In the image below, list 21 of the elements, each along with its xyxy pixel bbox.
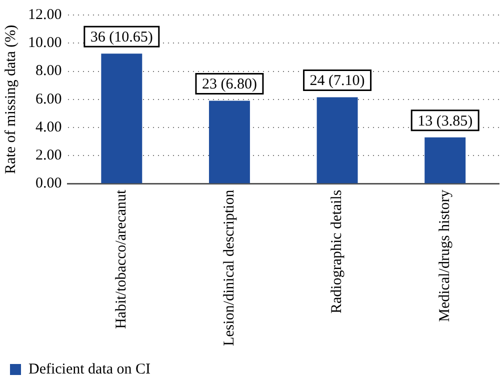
bar [424, 137, 466, 184]
x-tick-label: Habit/tobacco/arecanut [114, 188, 130, 329]
annotation: 36 (10.65) [90, 30, 153, 46]
x-tick-label: Lesion/dinical description [221, 189, 238, 346]
annotation: 13 (3.85) [418, 113, 473, 130]
y-tick-label: 8.00 [36, 63, 62, 80]
bar [208, 100, 250, 184]
y-tick-label: 12.00 [28, 6, 62, 23]
y-tick-label: 4.00 [36, 119, 62, 136]
y-axis-title: Rate of missing data (%) [2, 24, 19, 174]
annotation: 23 (6.80) [202, 76, 257, 93]
bar [101, 54, 142, 184]
x-tick-label: Medical/drugs history [437, 189, 454, 322]
bar [316, 97, 358, 184]
legend-label: Deficient data on CI [28, 361, 151, 378]
annotation: 24 (7.10) [310, 73, 365, 90]
y-tick-label: 0.00 [36, 176, 62, 192]
y-tick-label: 6.00 [36, 91, 62, 108]
y-tick-label: 2.00 [36, 148, 62, 164]
x-tick-label: Radiographic details [329, 190, 346, 314]
y-tick-label: 10.00 [28, 35, 62, 52]
